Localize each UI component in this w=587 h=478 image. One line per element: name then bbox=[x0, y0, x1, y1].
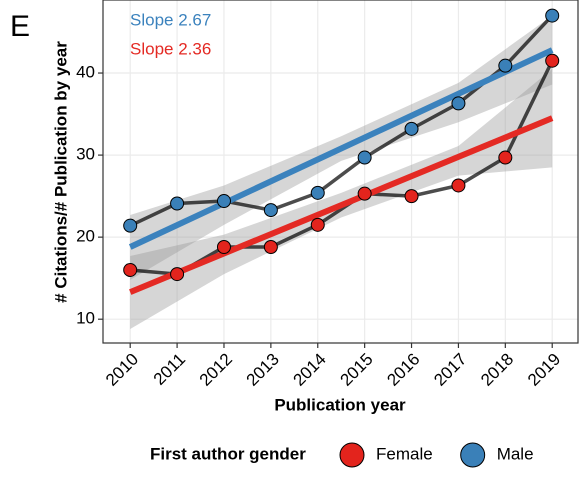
plot-border bbox=[102, 0, 579, 344]
legend-swatch bbox=[339, 442, 365, 468]
y-tick-label: 20 bbox=[76, 227, 95, 246]
x-tick-label: 2013 bbox=[243, 350, 283, 390]
slope-annotation: Slope 2.36 bbox=[130, 39, 211, 58]
x-tick-label: 2017 bbox=[430, 350, 470, 390]
data-point bbox=[263, 203, 278, 218]
y-axis-label: # Citations/# Publication by year bbox=[51, 41, 70, 303]
legend-label: Male bbox=[497, 444, 534, 463]
x-tick-label: 2019 bbox=[524, 350, 564, 390]
data-point bbox=[170, 267, 185, 282]
data-point bbox=[404, 189, 419, 204]
legend-swatch bbox=[460, 442, 486, 468]
regression-line bbox=[128, 47, 554, 250]
legend-title: First author gender bbox=[150, 444, 306, 463]
data-point bbox=[404, 121, 419, 136]
x-tick-label: 2011 bbox=[150, 350, 189, 389]
data-point bbox=[263, 239, 278, 254]
data-point bbox=[170, 196, 185, 211]
y-tick-label: 40 bbox=[76, 63, 95, 82]
data-point bbox=[545, 8, 560, 23]
data-point bbox=[357, 186, 372, 201]
data-point bbox=[357, 150, 372, 165]
data-point bbox=[451, 178, 466, 193]
legend-label: Female bbox=[376, 444, 433, 463]
x-tick-label: 2014 bbox=[290, 350, 330, 390]
slope-annotation: Slope 2.67 bbox=[130, 10, 211, 29]
x-tick-label: 2010 bbox=[102, 350, 142, 390]
x-tick-label: 2012 bbox=[196, 350, 236, 390]
data-point bbox=[451, 96, 466, 111]
data-point bbox=[216, 239, 231, 254]
panel-label: E bbox=[10, 10, 30, 43]
x-axis-label: Publication year bbox=[274, 395, 406, 414]
data-point bbox=[498, 150, 513, 165]
regression-line bbox=[129, 115, 554, 295]
x-tick-label: 2016 bbox=[383, 350, 423, 390]
data-point bbox=[123, 262, 138, 277]
x-tick-label: 2018 bbox=[477, 350, 517, 390]
data-point bbox=[498, 58, 513, 73]
plot-background bbox=[103, 0, 578, 343]
data-point bbox=[123, 218, 138, 233]
data-point bbox=[310, 217, 325, 232]
y-tick-label: 30 bbox=[76, 145, 95, 164]
confidence-band bbox=[130, 68, 553, 330]
x-tick-label: 2015 bbox=[336, 350, 376, 390]
data-point bbox=[545, 53, 560, 68]
data-point bbox=[310, 185, 325, 200]
data-point bbox=[216, 194, 231, 209]
y-tick-label: 10 bbox=[76, 309, 95, 328]
